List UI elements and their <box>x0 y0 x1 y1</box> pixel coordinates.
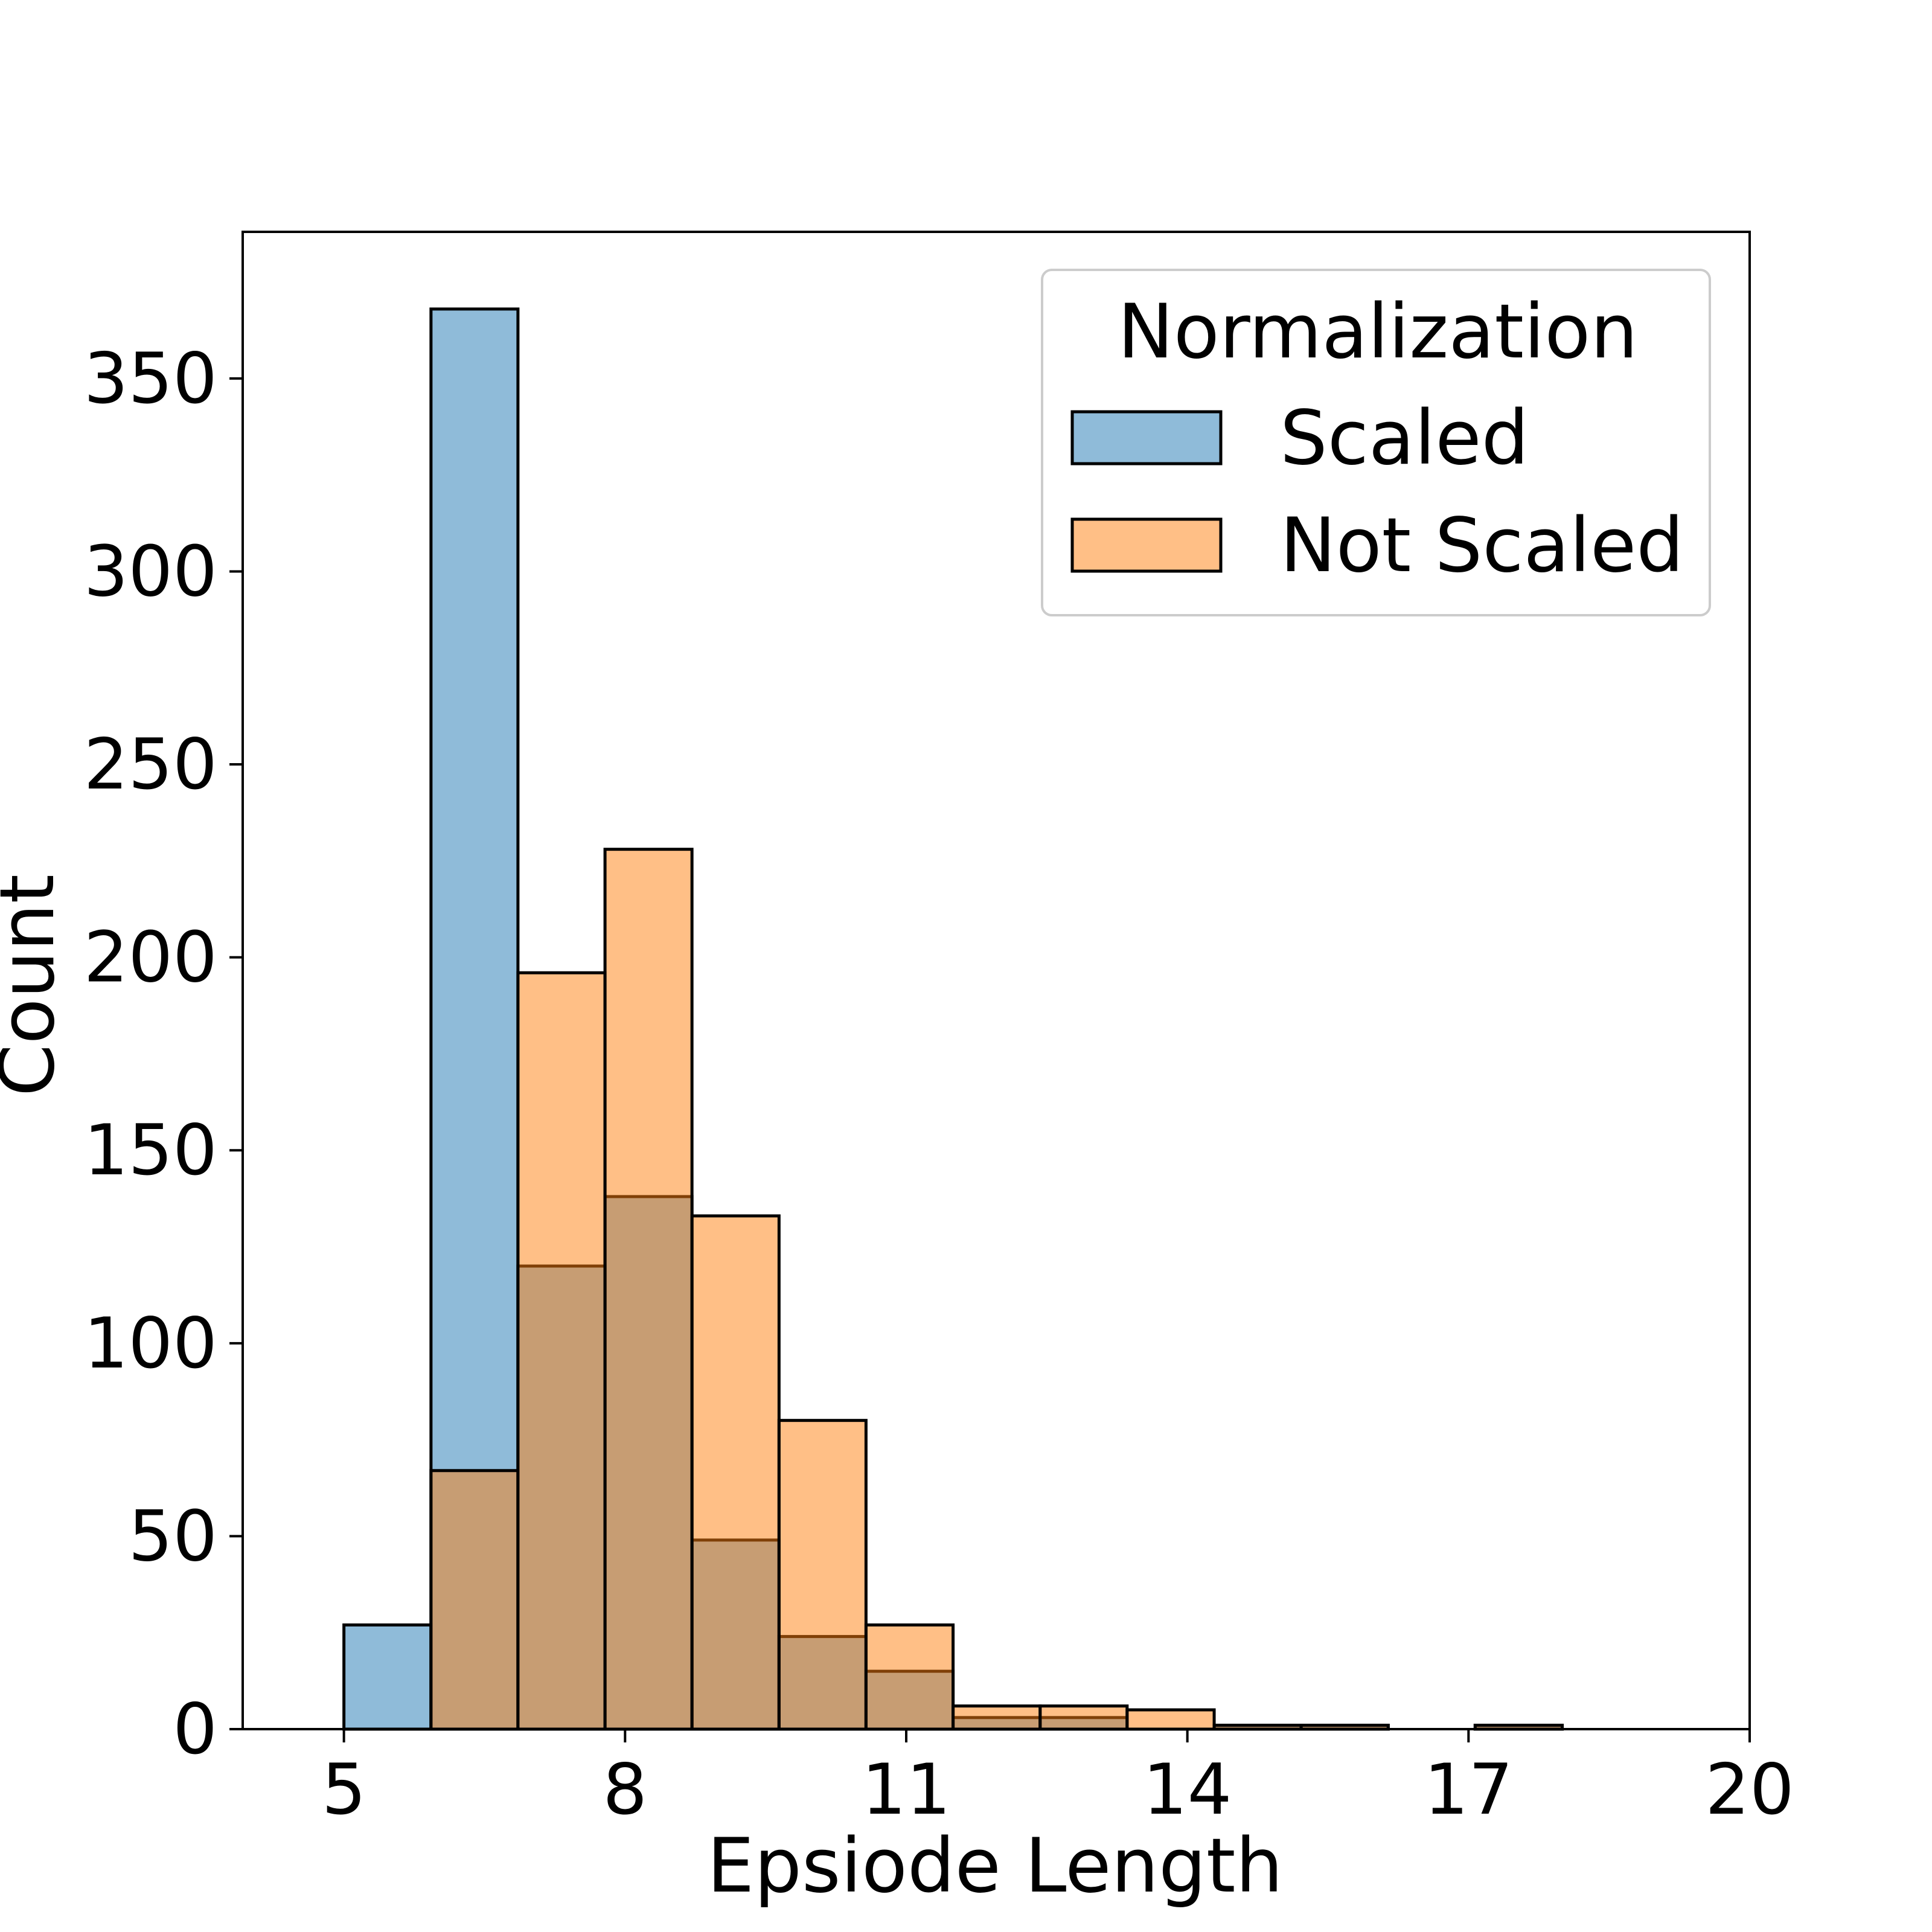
x-tick-label-14: 14 <box>1143 1749 1232 1831</box>
y-axis-label: Count <box>0 874 71 1096</box>
y-tick-label-250: 250 <box>84 724 217 805</box>
x-tick-label-20: 20 <box>1705 1749 1794 1831</box>
x-tick-label-8: 8 <box>603 1749 647 1831</box>
axes-frame <box>242 231 1751 1730</box>
bar-not-scaled-bin-9 <box>1125 1708 1216 1731</box>
x-tick-label-11: 11 <box>862 1749 951 1831</box>
legend-label-scaled: Scaled <box>1280 395 1529 482</box>
y-tick-label-100: 100 <box>84 1303 217 1384</box>
y-tick-label-150: 150 <box>84 1110 217 1191</box>
bar-not-scaled-bin-6 <box>864 1623 955 1731</box>
x-axis-label: Epsiode Length <box>707 1823 1283 1910</box>
y-tick-label-200: 200 <box>84 917 217 999</box>
bar-not-scaled-bin-7 <box>952 1704 1042 1731</box>
legend-label-not-scaled: Not Scaled <box>1280 502 1684 589</box>
x-tick-label-17: 17 <box>1424 1749 1514 1831</box>
bar-not-scaled-bin-8 <box>1038 1704 1129 1731</box>
bar-not-scaled-bin-5 <box>777 1419 868 1731</box>
bar-not-scaled-bin-3 <box>603 848 694 1731</box>
bar-scaled-bin-0 <box>342 1623 433 1731</box>
bars-layer <box>342 307 1564 1731</box>
legend-swatch-scaled <box>1070 410 1223 465</box>
y-tick-label-350: 350 <box>84 338 217 420</box>
y-tick-label-50: 50 <box>128 1495 217 1577</box>
legend: Normalization Scaled Not Scaled <box>1041 269 1711 616</box>
legend-title: Normalization <box>1118 289 1638 376</box>
x-tick-label-5: 5 <box>322 1749 366 1831</box>
y-tick-label-0: 0 <box>173 1689 217 1770</box>
y-tick-label-300: 300 <box>84 531 217 612</box>
bar-not-scaled-bin-1 <box>429 1469 520 1731</box>
bar-not-scaled-bin-2 <box>516 971 607 1731</box>
legend-swatch-not-scaled <box>1070 517 1223 573</box>
axes-layer <box>242 231 1751 1730</box>
bar-not-scaled-bin-4 <box>690 1214 781 1731</box>
